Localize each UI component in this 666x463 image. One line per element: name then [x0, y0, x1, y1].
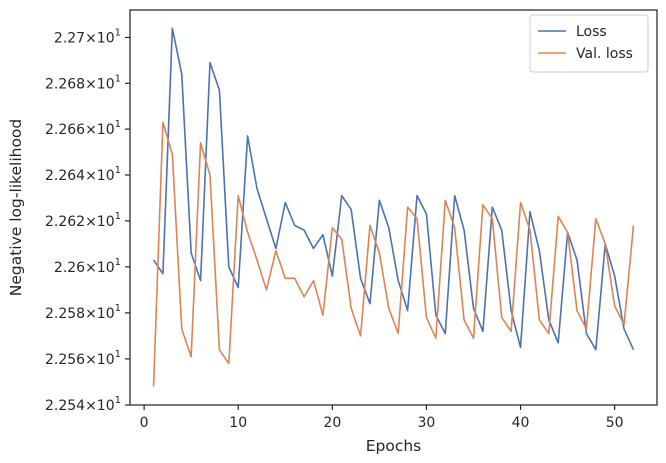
y-tick-label: 2.26×101 — [54, 257, 121, 276]
x-tick-label: 20 — [323, 415, 341, 431]
x-tick-label: 30 — [418, 415, 436, 431]
y-axis-label: Negative log-likelihood — [7, 119, 25, 297]
y-tick-label: 2.262×101 — [45, 211, 121, 230]
y-tick-label: 2.266×101 — [45, 119, 121, 138]
legend-entry-label: Loss — [576, 24, 607, 40]
series-line-loss — [152, 27, 635, 351]
y-tick-label: 2.256×101 — [45, 349, 121, 368]
x-tick-label: 0 — [140, 415, 149, 431]
legend: Loss Val. loss — [529, 14, 649, 73]
y-tick-label: 2.264×101 — [45, 165, 121, 184]
series-line-val-loss — [152, 121, 635, 387]
legend-entry-label: Val. loss — [576, 46, 633, 62]
x-tick-label: 40 — [512, 415, 530, 431]
x-axis-label: Epochs — [366, 437, 422, 455]
y-tick-label: 2.254×101 — [45, 395, 121, 414]
legend-box — [529, 14, 649, 73]
y-tick-label: 2.258×101 — [45, 303, 121, 322]
y-tick-label: 2.268×101 — [45, 73, 121, 92]
y-tick-label: 2.27×101 — [54, 27, 121, 46]
plot-area-frame — [129, 9, 658, 406]
x-tick-label: 10 — [229, 415, 247, 431]
x-tick-label: 50 — [606, 415, 624, 431]
